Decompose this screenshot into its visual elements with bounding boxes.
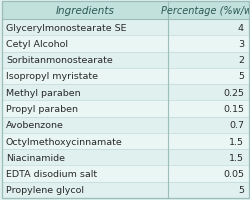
Bar bbox=[2, 85, 248, 101]
Bar bbox=[2, 68, 248, 85]
Text: Propylene glycol: Propylene glycol bbox=[6, 185, 84, 194]
Bar bbox=[2, 52, 248, 68]
Text: Sorbitanmonostearate: Sorbitanmonostearate bbox=[6, 56, 112, 65]
Text: 1.5: 1.5 bbox=[228, 153, 243, 162]
Text: Glycerylmonostearate SE: Glycerylmonostearate SE bbox=[6, 24, 126, 32]
Text: 3: 3 bbox=[237, 40, 243, 49]
Text: 0.25: 0.25 bbox=[222, 88, 243, 97]
Bar bbox=[2, 149, 248, 166]
Bar bbox=[2, 117, 248, 133]
Text: 0.15: 0.15 bbox=[222, 104, 243, 113]
Text: 4: 4 bbox=[237, 24, 243, 32]
Text: Percentage (%w/w): Percentage (%w/w) bbox=[160, 6, 250, 16]
Text: 5: 5 bbox=[237, 72, 243, 81]
Text: Cetyl Alcohol: Cetyl Alcohol bbox=[6, 40, 68, 49]
Bar bbox=[2, 166, 248, 182]
Bar bbox=[2, 101, 248, 117]
Text: 5: 5 bbox=[237, 185, 243, 194]
Text: Isopropyl myristate: Isopropyl myristate bbox=[6, 72, 98, 81]
Text: 1.5: 1.5 bbox=[228, 137, 243, 146]
FancyBboxPatch shape bbox=[2, 2, 248, 20]
Bar bbox=[2, 182, 248, 198]
Bar bbox=[2, 133, 248, 149]
Text: Niacinamide: Niacinamide bbox=[6, 153, 65, 162]
Text: Methyl paraben: Methyl paraben bbox=[6, 88, 80, 97]
Text: Ingredients: Ingredients bbox=[55, 6, 114, 16]
Text: 0.05: 0.05 bbox=[222, 169, 243, 178]
Text: Octylmethoxycinnamate: Octylmethoxycinnamate bbox=[6, 137, 122, 146]
Text: 0.7: 0.7 bbox=[228, 121, 243, 130]
Text: Avobenzone: Avobenzone bbox=[6, 121, 64, 130]
Text: EDTA disodium salt: EDTA disodium salt bbox=[6, 169, 97, 178]
Text: 2: 2 bbox=[237, 56, 243, 65]
Bar bbox=[2, 20, 248, 36]
Text: Propyl paraben: Propyl paraben bbox=[6, 104, 78, 113]
Bar bbox=[2, 36, 248, 52]
